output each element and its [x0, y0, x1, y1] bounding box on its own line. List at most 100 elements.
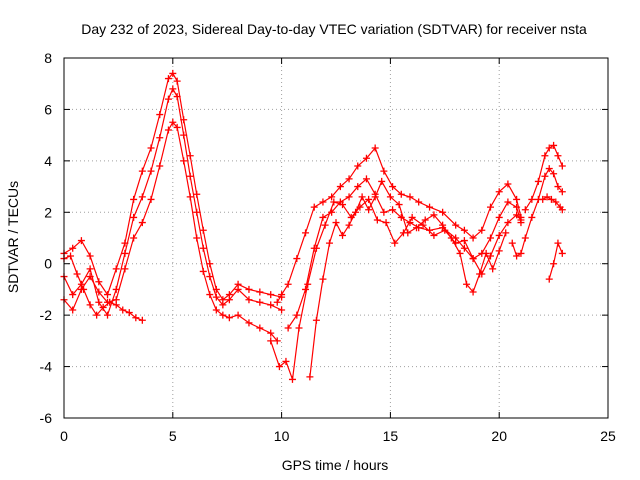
data-point-marker	[419, 221, 427, 229]
data-point-marker	[147, 144, 155, 152]
data-point-marker	[302, 285, 310, 293]
data-point-marker	[339, 231, 347, 239]
data-point-marker	[558, 206, 566, 214]
data-point-marker	[469, 255, 477, 263]
data-point-marker	[545, 275, 553, 283]
data-point-marker	[206, 273, 214, 281]
data-point-marker	[193, 234, 201, 242]
series-track-12	[545, 239, 566, 283]
data-point-marker	[125, 309, 133, 317]
data-point-marker	[212, 306, 220, 314]
data-point-marker	[541, 152, 549, 160]
data-point-marker	[517, 249, 525, 257]
series-track-8	[306, 177, 510, 381]
data-point-marker	[554, 239, 562, 247]
data-point-marker	[352, 208, 360, 216]
data-point-marker	[528, 213, 536, 221]
data-point-marker	[389, 206, 397, 214]
data-point-marker	[138, 316, 146, 324]
data-point-marker	[67, 252, 75, 260]
data-point-marker	[558, 162, 566, 170]
data-point-marker	[130, 213, 138, 221]
data-point-marker	[554, 152, 562, 160]
y-axis-label: SDTVAR / TECUs	[5, 181, 21, 293]
x-tick-label: 0	[60, 428, 68, 444]
data-point-marker	[513, 203, 521, 211]
data-point-marker	[339, 201, 347, 209]
data-point-marker	[521, 234, 529, 242]
data-point-marker	[112, 265, 120, 273]
data-point-marker	[219, 301, 227, 309]
data-point-marker	[312, 316, 320, 324]
data-point-marker	[447, 234, 455, 242]
data-point-marker	[345, 175, 353, 183]
data-point-marker	[284, 324, 292, 332]
series-trace	[63, 121, 278, 342]
y-tick-label: -4	[40, 359, 53, 375]
data-point-marker	[86, 265, 94, 273]
series-trace	[276, 146, 522, 303]
data-point-marker	[245, 319, 253, 327]
series-track-2	[60, 69, 286, 304]
data-point-marker	[486, 252, 494, 260]
data-point-marker	[397, 190, 405, 198]
data-point-marker	[186, 193, 194, 201]
plot-series	[60, 69, 566, 383]
data-point-marker	[330, 198, 338, 206]
data-point-marker	[382, 219, 390, 227]
x-tick-label: 10	[274, 428, 290, 444]
data-point-marker	[119, 306, 127, 314]
data-point-marker	[275, 363, 283, 371]
data-point-marker	[478, 226, 486, 234]
data-point-marker	[362, 175, 370, 183]
data-point-marker	[550, 260, 558, 268]
series-track-5	[273, 144, 525, 306]
x-tick-label: 15	[383, 428, 399, 444]
data-point-marker	[199, 267, 207, 275]
data-point-marker	[95, 288, 103, 296]
data-point-marker	[86, 273, 94, 281]
data-point-marker	[545, 144, 553, 152]
x-tick-label: 25	[600, 428, 616, 444]
data-point-marker	[206, 260, 214, 268]
data-point-marker	[77, 237, 85, 245]
data-point-marker	[460, 226, 468, 234]
data-point-marker	[164, 95, 172, 103]
data-point-marker	[245, 285, 253, 293]
data-point-marker	[513, 252, 521, 260]
data-point-marker	[199, 244, 207, 252]
data-point-marker	[439, 208, 447, 216]
data-point-marker	[371, 144, 379, 152]
data-point-marker	[421, 216, 429, 224]
data-point-marker	[365, 195, 373, 203]
y-tick-label: 0	[44, 256, 52, 272]
data-point-marker	[256, 298, 264, 306]
data-point-marker	[156, 134, 164, 142]
data-point-marker	[130, 195, 138, 203]
axes: 0 5 10 15 20 25 -6 -4 -2 0 2 4 6 8	[40, 50, 616, 444]
series-trace	[270, 198, 522, 380]
data-point-marker	[112, 296, 120, 304]
data-point-marker	[234, 311, 242, 319]
data-point-marker	[495, 188, 503, 196]
data-point-marker	[495, 247, 503, 255]
data-point-marker	[476, 270, 484, 278]
data-point-marker	[554, 183, 562, 191]
data-point-marker	[138, 219, 146, 227]
data-point-marker	[332, 219, 340, 227]
data-point-marker	[345, 193, 353, 201]
data-point-marker	[256, 288, 264, 296]
data-point-marker	[513, 211, 521, 219]
data-point-marker	[267, 329, 275, 337]
data-point-marker	[513, 195, 521, 203]
data-point-marker	[482, 249, 490, 257]
data-point-marker	[267, 301, 275, 309]
grid	[64, 58, 608, 418]
data-point-marker	[73, 270, 81, 278]
data-point-marker	[169, 118, 177, 126]
data-point-marker	[545, 165, 553, 173]
y-tick-label: 6	[44, 101, 52, 117]
y-tick-label: 8	[44, 50, 52, 66]
data-point-marker	[173, 77, 181, 85]
data-point-marker	[278, 306, 286, 314]
